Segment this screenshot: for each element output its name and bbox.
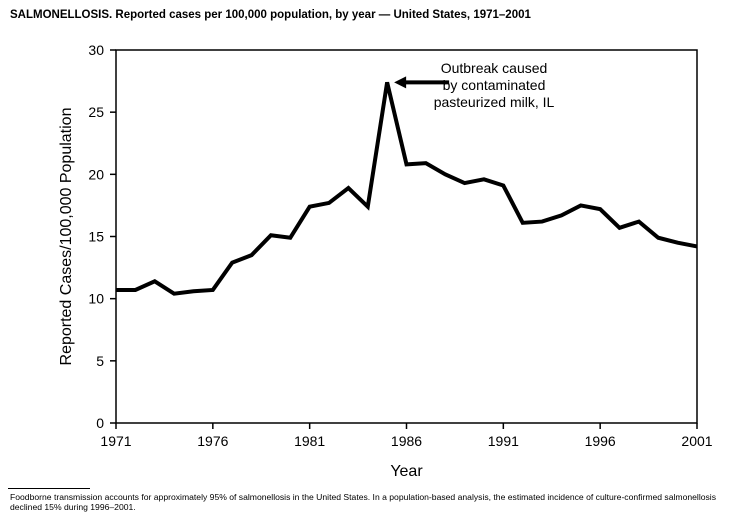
y-axis-label: Reported Cases/100,000 Population	[58, 108, 75, 366]
annotation-text: pasteurized milk, IL	[434, 94, 555, 110]
line-chart: 0 5 10 15 20 25 30 1971 1976 1981 1986 1991 1996 2001…	[58, 42, 713, 480]
annotation-arrowhead	[394, 76, 407, 89]
x-tick-label: 1986	[391, 433, 422, 449]
footnote: Foodborne transmission accounts for appr…	[10, 492, 717, 512]
x-tick-label: 1996	[585, 433, 616, 449]
y-tick-label: 5	[96, 353, 104, 369]
x-tick-label: 1971	[100, 433, 131, 449]
y-tick-label: 20	[88, 166, 104, 182]
x-tick-label: 1981	[294, 433, 325, 449]
annotation-text: Outbreak caused	[441, 60, 548, 76]
plot-frame	[115, 49, 698, 424]
x-tick-label: 1976	[197, 433, 228, 449]
y-tick-label: 25	[88, 104, 104, 120]
chart-title: SALMONELLOSIS. Reported cases per 100,00…	[10, 9, 531, 21]
y-tick-label: 15	[88, 229, 104, 245]
footnote-divider	[8, 488, 90, 489]
y-tick-label: 10	[88, 291, 104, 307]
annotation-text: by contaminated	[443, 77, 546, 93]
x-axis-label: Year	[390, 463, 423, 480]
series-line	[116, 81, 698, 296]
y-tick-label: 0	[96, 415, 104, 431]
x-tick-label: 2001	[681, 433, 712, 449]
x-tick-label: 1991	[488, 433, 519, 449]
y-tick-label: 30	[88, 42, 104, 58]
